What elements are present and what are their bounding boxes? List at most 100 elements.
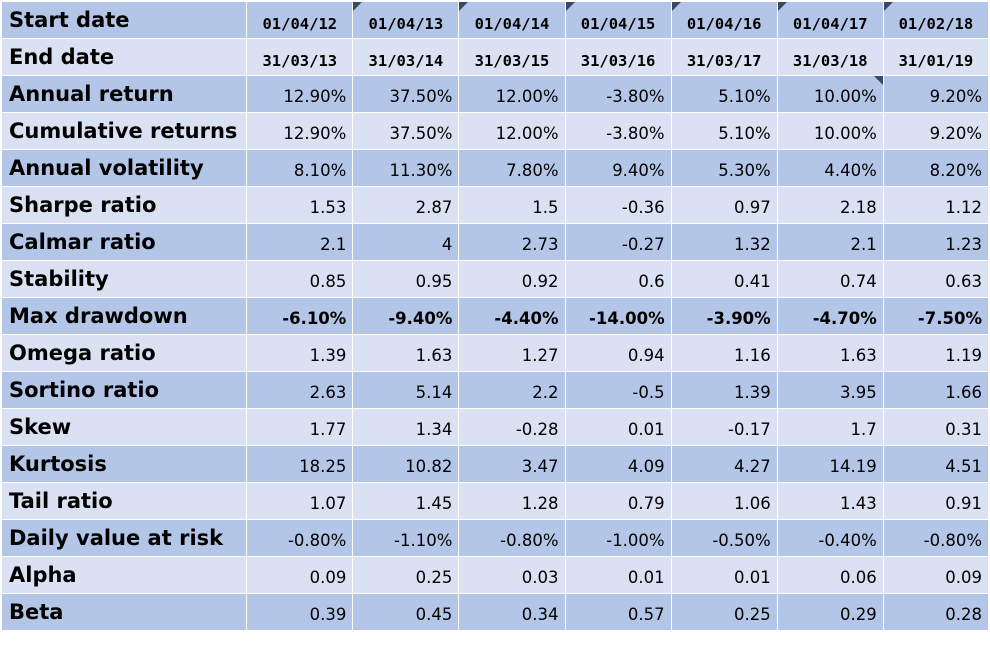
metric-value-cell[interactable]: 4.27 (670, 445, 778, 483)
end-date-cell[interactable]: 31/03/13 (246, 38, 354, 76)
metric-value-cell[interactable]: 3.47 (458, 445, 566, 483)
metric-value-cell[interactable]: 2.87 (352, 186, 460, 224)
metric-value-cell[interactable]: 1.45 (352, 482, 460, 520)
metric-label[interactable]: Beta (0, 593, 248, 631)
end-date-cell[interactable]: 31/03/17 (670, 38, 778, 76)
metric-label[interactable]: Sharpe ratio (0, 186, 248, 224)
metric-value-cell[interactable]: 1.07 (246, 482, 354, 520)
metric-value-cell[interactable]: 1.39 (670, 371, 778, 409)
metric-value-cell[interactable]: 10.82 (352, 445, 460, 483)
metric-label[interactable]: Daily value at risk (0, 519, 248, 557)
metric-value-cell[interactable]: 0.09 (882, 556, 990, 594)
end-date-cell[interactable]: 31/01/19 (882, 38, 990, 76)
metric-label[interactable]: Sortino ratio (0, 371, 248, 409)
metric-value-cell[interactable]: -0.28 (458, 408, 566, 446)
metric-value-cell[interactable]: 5.30% (670, 149, 778, 187)
metric-value-cell[interactable]: -9.40% (352, 297, 460, 335)
metric-value-cell[interactable]: 10.00% (776, 112, 884, 150)
metric-value-cell[interactable]: 9.20% (882, 112, 990, 150)
metric-value-cell[interactable]: -3.90% (670, 297, 778, 335)
metric-value-cell[interactable]: 2.73 (458, 223, 566, 261)
metric-value-cell[interactable]: 18.25 (246, 445, 354, 483)
metric-value-cell[interactable]: 37.50% (352, 112, 460, 150)
metric-value-cell[interactable]: 2.63 (246, 371, 354, 409)
metric-value-cell[interactable]: 1.28 (458, 482, 566, 520)
metric-value-cell[interactable]: 0.91 (882, 482, 990, 520)
metric-value-cell[interactable]: 0.25 (670, 593, 778, 631)
metric-value-cell[interactable]: 1.77 (246, 408, 354, 446)
metric-value-cell[interactable]: -0.40% (776, 519, 884, 557)
metric-value-cell[interactable]: -1.10% (352, 519, 460, 557)
metric-value-cell[interactable]: -0.17 (670, 408, 778, 446)
metric-value-cell[interactable]: 2.18 (776, 186, 884, 224)
start-date-cell[interactable]: 01/04/17 (776, 1, 884, 39)
metric-value-cell[interactable]: -0.36 (564, 186, 672, 224)
metric-value-cell[interactable]: 0.92 (458, 260, 566, 298)
metric-value-cell[interactable]: 0.45 (352, 593, 460, 631)
metric-value-cell[interactable]: 12.00% (458, 112, 566, 150)
metric-value-cell[interactable]: 0.09 (246, 556, 354, 594)
metric-value-cell[interactable]: 1.16 (670, 334, 778, 372)
metric-value-cell[interactable]: 12.90% (246, 112, 354, 150)
metric-value-cell[interactable]: -0.80% (882, 519, 990, 557)
metric-value-cell[interactable]: 0.28 (882, 593, 990, 631)
start-date-cell[interactable]: 01/04/13 (352, 1, 460, 39)
metric-value-cell[interactable]: 1.53 (246, 186, 354, 224)
metric-value-cell[interactable]: -6.10% (246, 297, 354, 335)
metric-value-cell[interactable]: -0.50% (670, 519, 778, 557)
start-date-cell[interactable]: 01/04/14 (458, 1, 566, 39)
metric-value-cell[interactable]: 14.19 (776, 445, 884, 483)
metric-value-cell[interactable]: 0.34 (458, 593, 566, 631)
start-date-cell[interactable]: 01/04/12 (246, 1, 354, 39)
metric-label[interactable]: Omega ratio (0, 334, 248, 372)
metric-value-cell[interactable]: 1.19 (882, 334, 990, 372)
metric-value-cell[interactable]: 5.10% (670, 112, 778, 150)
metric-label[interactable]: Kurtosis (0, 445, 248, 483)
metric-value-cell[interactable]: 12.00% (458, 75, 566, 113)
metric-value-cell[interactable]: 0.94 (564, 334, 672, 372)
metric-value-cell[interactable]: 0.41 (670, 260, 778, 298)
metric-value-cell[interactable]: 10.00% (776, 75, 884, 113)
metric-value-cell[interactable]: 2.1 (776, 223, 884, 261)
metric-label[interactable]: Stability (0, 260, 248, 298)
end-date-cell[interactable]: 31/03/15 (458, 38, 566, 76)
metric-value-cell[interactable]: 0.97 (670, 186, 778, 224)
metric-value-cell[interactable]: 11.30% (352, 149, 460, 187)
metric-value-cell[interactable]: -0.5 (564, 371, 672, 409)
start-date-label[interactable]: Start date (0, 1, 248, 39)
metric-value-cell[interactable]: 0.29 (776, 593, 884, 631)
metric-value-cell[interactable]: 4.40% (776, 149, 884, 187)
metric-value-cell[interactable]: -4.40% (458, 297, 566, 335)
metric-value-cell[interactable]: 3.95 (776, 371, 884, 409)
end-date-cell[interactable]: 31/03/16 (564, 38, 672, 76)
metric-value-cell[interactable]: -3.80% (564, 75, 672, 113)
metric-value-cell[interactable]: 0.01 (564, 408, 672, 446)
metric-value-cell[interactable]: 2.1 (246, 223, 354, 261)
metric-value-cell[interactable]: 1.66 (882, 371, 990, 409)
metric-value-cell[interactable]: -1.00% (564, 519, 672, 557)
metric-value-cell[interactable]: 4.09 (564, 445, 672, 483)
metric-value-cell[interactable]: 0.57 (564, 593, 672, 631)
metric-value-cell[interactable]: 9.40% (564, 149, 672, 187)
metric-value-cell[interactable]: 0.01 (564, 556, 672, 594)
metric-label[interactable]: Tail ratio (0, 482, 248, 520)
metric-value-cell[interactable]: 8.20% (882, 149, 990, 187)
metric-label[interactable]: Max drawdown (0, 297, 248, 335)
metric-value-cell[interactable]: 7.80% (458, 149, 566, 187)
metric-value-cell[interactable]: 0.85 (246, 260, 354, 298)
metric-label[interactable]: Skew (0, 408, 248, 446)
metric-value-cell[interactable]: 5.10% (670, 75, 778, 113)
metric-value-cell[interactable]: 0.63 (882, 260, 990, 298)
metric-value-cell[interactable]: -7.50% (882, 297, 990, 335)
metric-label[interactable]: Cumulative returns (0, 112, 248, 150)
metric-value-cell[interactable]: 0.79 (564, 482, 672, 520)
metric-value-cell[interactable]: -0.80% (246, 519, 354, 557)
metric-value-cell[interactable]: 1.06 (670, 482, 778, 520)
metric-value-cell[interactable]: 9.20% (882, 75, 990, 113)
end-date-cell[interactable]: 31/03/18 (776, 38, 884, 76)
metric-value-cell[interactable]: 1.63 (352, 334, 460, 372)
metric-value-cell[interactable]: -4.70% (776, 297, 884, 335)
metric-value-cell[interactable]: -0.80% (458, 519, 566, 557)
metric-value-cell[interactable]: 5.14 (352, 371, 460, 409)
metric-value-cell[interactable]: 0.74 (776, 260, 884, 298)
